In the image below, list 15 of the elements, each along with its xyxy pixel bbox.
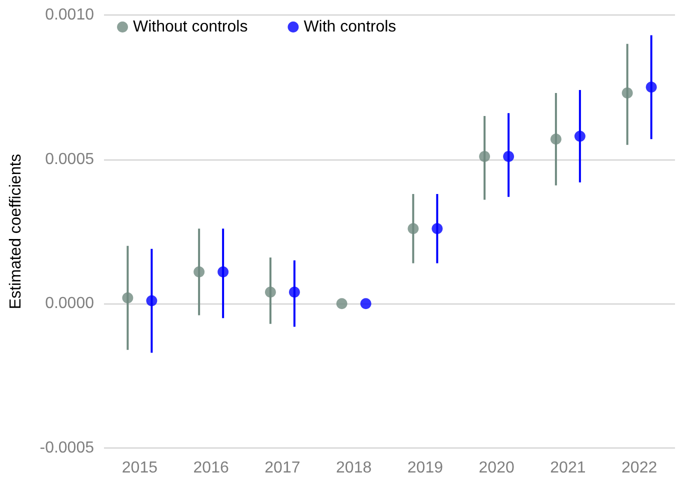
x-tick-label: 2019	[407, 460, 444, 476]
y-tick-label: -0.0005	[40, 440, 94, 456]
y-axis-title: Estimated coefficients	[8, 154, 24, 310]
x-tick-label: 2017	[264, 460, 300, 476]
y-tick-label: 0.0005	[45, 150, 94, 168]
legend-label: With controls	[304, 18, 396, 36]
x-tick-label: 2018	[336, 460, 372, 476]
x-tick-label: 2021	[550, 460, 586, 476]
y-tick-label: 0.0010	[45, 6, 94, 24]
x-tick-label: 2022	[622, 460, 658, 476]
y-tick-label: 0.0000	[45, 295, 94, 312]
x-tick-label: 2020	[478, 460, 514, 476]
legend-label: Without controls	[133, 18, 248, 36]
x-tick-label: 2016	[193, 460, 229, 476]
x-tick-label: 2015	[122, 460, 158, 476]
